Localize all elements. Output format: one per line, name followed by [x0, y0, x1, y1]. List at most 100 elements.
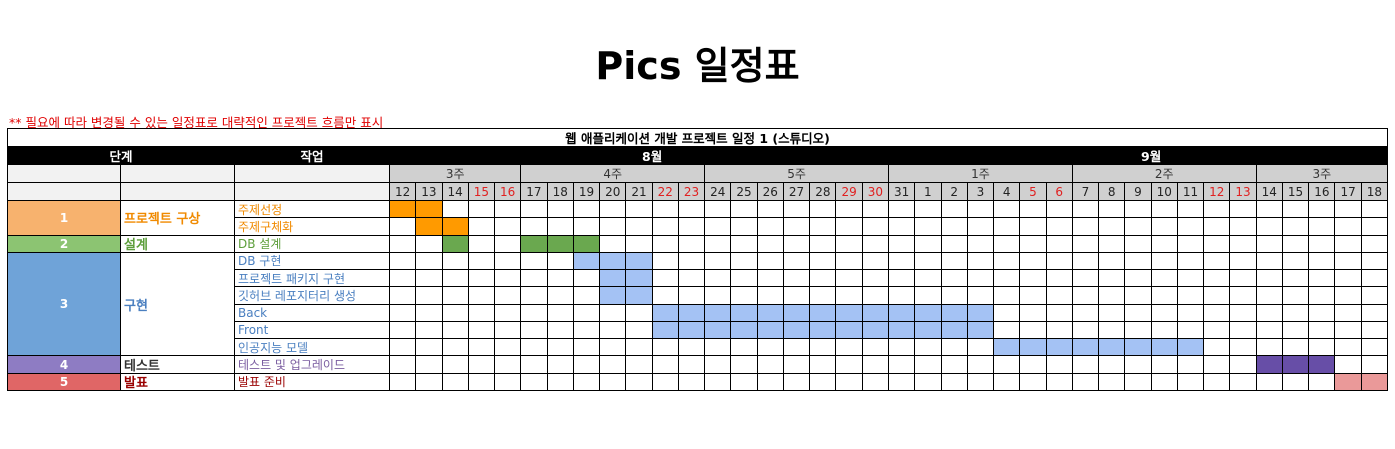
gantt-bar-cell	[1282, 356, 1310, 374]
gantt-cell	[1282, 252, 1310, 271]
day-header: 20	[600, 183, 627, 201]
gantt-cell	[705, 373, 732, 391]
header-stage: 단계	[8, 147, 235, 165]
gantt-cell	[1177, 304, 1205, 322]
gantt-cell	[1282, 218, 1310, 236]
gantt-cell	[416, 235, 443, 253]
gantt-cell	[468, 235, 496, 253]
gantt-cell	[994, 235, 1021, 253]
blank-cell	[121, 165, 235, 183]
gantt-cell	[915, 287, 942, 305]
gantt-cell	[678, 373, 706, 391]
gantt-cell	[731, 339, 758, 357]
gantt-cell	[652, 218, 679, 236]
gantt-cell	[626, 235, 653, 253]
gantt-cell	[915, 218, 942, 236]
day-header: 13	[416, 183, 443, 201]
gantt-cell	[941, 235, 968, 253]
gantt-cell	[1099, 287, 1126, 305]
day-header: 26	[757, 183, 784, 201]
gantt-bar-cell	[705, 321, 732, 340]
gantt-cell	[1309, 270, 1336, 288]
gantt-cell	[416, 252, 443, 271]
day-header: 1	[915, 183, 942, 201]
gantt-cell	[810, 235, 837, 253]
gantt-cell	[1256, 218, 1283, 236]
gantt-cell	[1177, 218, 1205, 236]
day-header: 7	[1072, 183, 1100, 201]
gantt-bar-cell	[442, 235, 469, 253]
gantt-cell	[442, 201, 469, 219]
gantt-cell	[1072, 373, 1100, 391]
gantt-cell	[731, 201, 758, 219]
gantt-cell	[678, 339, 706, 357]
gantt-cell	[1282, 270, 1310, 288]
blank-cell	[121, 183, 235, 201]
gantt-cell	[1256, 304, 1283, 322]
gantt-bar-cell	[941, 321, 968, 340]
gantt-cell	[1177, 235, 1205, 253]
gantt-cell	[468, 270, 496, 288]
gantt-cell	[1230, 201, 1257, 219]
gantt-bar-cell	[1177, 339, 1205, 357]
gantt-cell	[442, 270, 469, 288]
gantt-cell	[547, 252, 574, 271]
gantt-bar-cell	[757, 304, 784, 322]
gantt-cell	[1125, 373, 1152, 391]
gantt-cell	[705, 270, 732, 288]
gantt-cell	[1072, 304, 1100, 322]
gantt-cell	[1125, 270, 1152, 288]
day-header: 18	[547, 183, 574, 201]
gantt-cell	[1125, 287, 1152, 305]
gantt-bar-cell	[889, 304, 916, 322]
gantt-cell	[889, 218, 916, 236]
gantt-cell	[1361, 321, 1388, 340]
gantt-bar-cell	[626, 270, 653, 288]
gantt-cell	[1099, 356, 1126, 374]
gantt-bar-cell	[1309, 356, 1336, 374]
gantt-cell	[783, 201, 811, 219]
gantt-cell	[495, 304, 522, 322]
gantt-bar-cell	[862, 304, 889, 322]
gantt-cell	[600, 218, 627, 236]
gantt-cell	[941, 218, 968, 236]
gantt-cell	[1125, 252, 1152, 271]
gantt-cell	[416, 304, 443, 322]
gantt-cell	[468, 373, 496, 391]
gantt-cell	[1204, 270, 1231, 288]
gantt-cell	[678, 270, 706, 288]
gantt-cell	[416, 287, 443, 305]
gantt-cell	[1309, 339, 1336, 357]
gantt-bar-cell	[626, 287, 653, 305]
gantt-cell	[1204, 321, 1231, 340]
gantt-cell	[495, 235, 522, 253]
gantt-cell	[1125, 218, 1152, 236]
gantt-cell	[915, 252, 942, 271]
gantt-cell	[521, 321, 548, 340]
gantt-cell	[390, 321, 417, 340]
gantt-cell	[783, 235, 811, 253]
gantt-cell	[862, 287, 889, 305]
gantt-cell	[626, 339, 653, 357]
task-name: DB 구현	[235, 252, 390, 271]
gantt-cell	[521, 339, 548, 357]
gantt-bar-cell	[731, 304, 758, 322]
gantt-cell	[626, 356, 653, 374]
gantt-cell	[1335, 252, 1362, 271]
gantt-cell	[547, 339, 574, 357]
gantt-cell	[1151, 304, 1178, 322]
gantt-bar-cell	[1072, 339, 1100, 357]
gantt-cell	[836, 339, 863, 357]
week-header: 5주	[705, 165, 889, 183]
gantt-cell	[495, 218, 522, 236]
gantt-cell	[810, 218, 837, 236]
task-name: Back	[235, 304, 390, 322]
gantt-cell	[521, 356, 548, 374]
gantt-cell	[652, 235, 679, 253]
gantt-cell	[390, 235, 417, 253]
day-header: 14	[1256, 183, 1283, 201]
day-header: 23	[678, 183, 706, 201]
day-header: 19	[573, 183, 601, 201]
day-header: 31	[889, 183, 916, 201]
blank-cell	[8, 183, 121, 201]
